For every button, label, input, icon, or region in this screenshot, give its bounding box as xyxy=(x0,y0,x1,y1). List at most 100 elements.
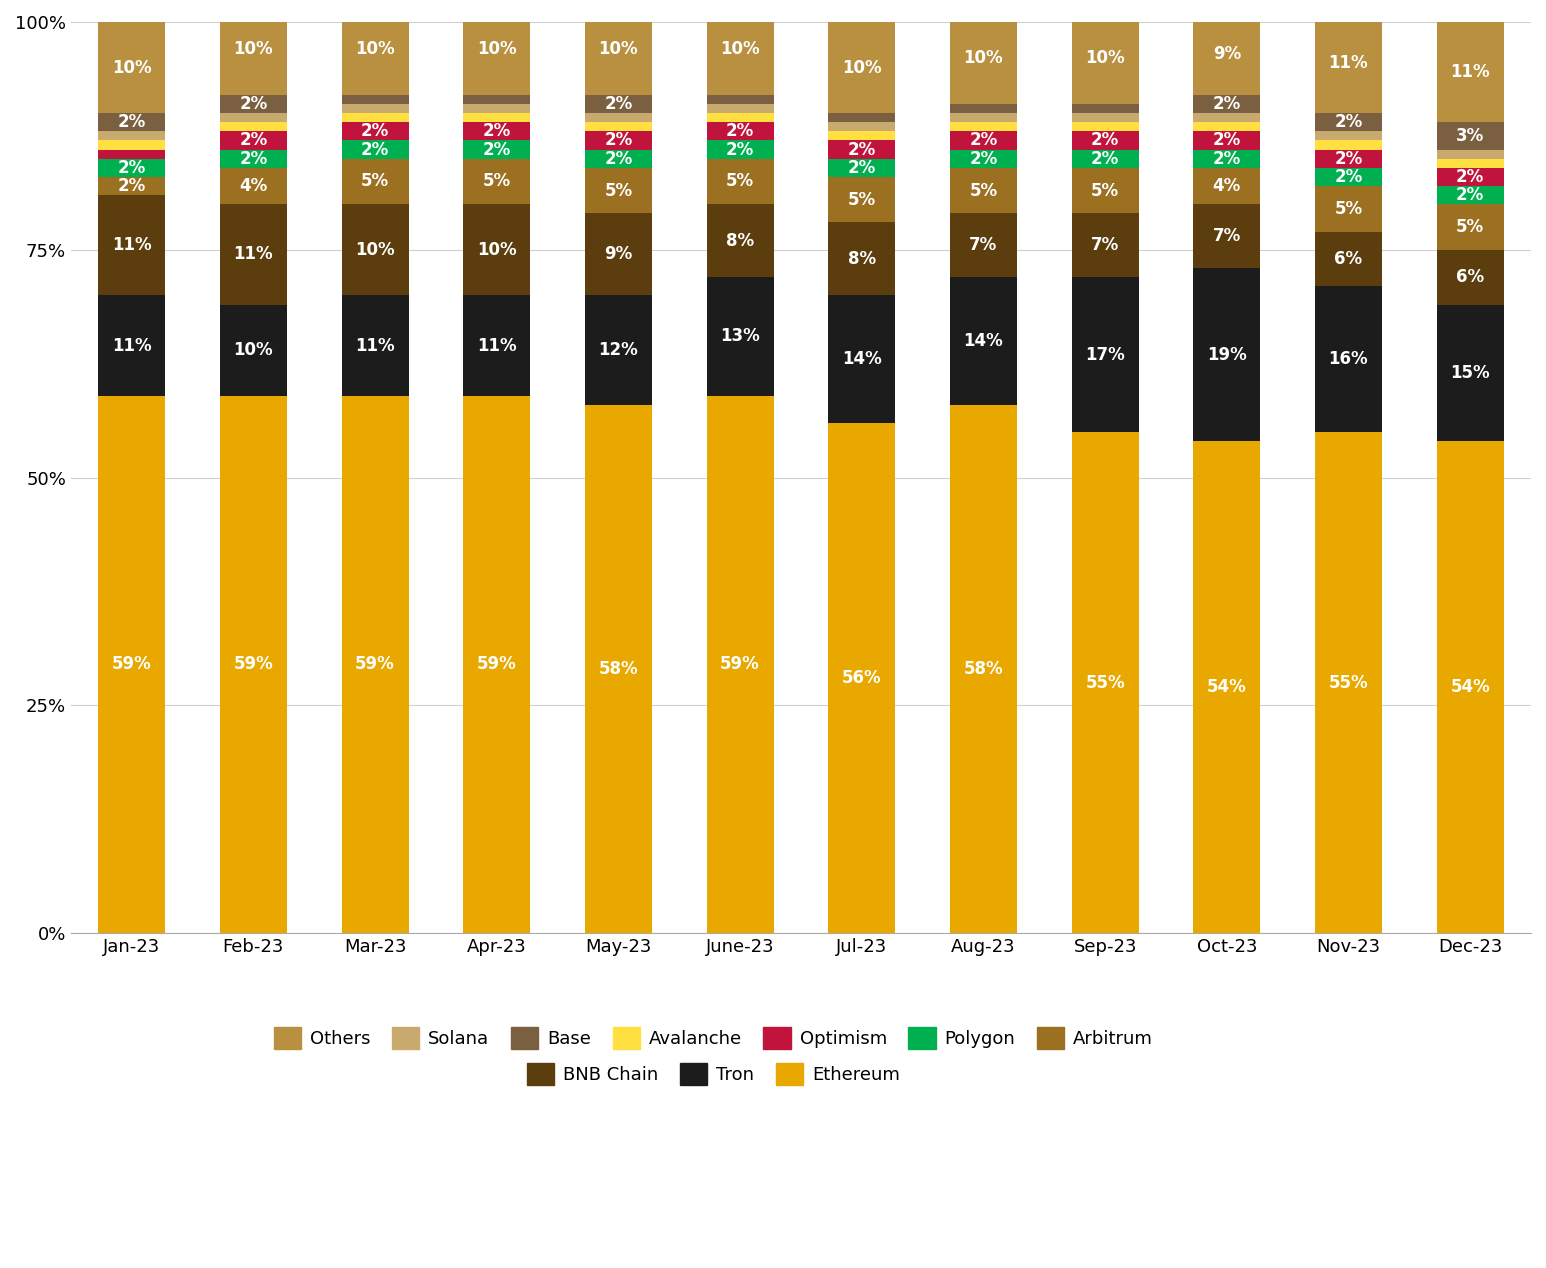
Bar xyxy=(99,141,165,150)
Text: 11%: 11% xyxy=(1328,55,1368,72)
Text: 10%: 10% xyxy=(476,41,516,58)
Bar xyxy=(1194,13,1260,95)
Text: 2%: 2% xyxy=(604,132,632,150)
Text: 10%: 10% xyxy=(111,58,152,76)
Bar xyxy=(707,396,773,933)
Bar xyxy=(342,122,408,141)
Bar xyxy=(1436,22,1504,122)
Text: 2%: 2% xyxy=(1334,167,1362,186)
Text: 10%: 10% xyxy=(233,41,274,58)
Bar xyxy=(464,113,530,122)
Text: 59%: 59% xyxy=(356,656,394,673)
Bar xyxy=(584,404,652,933)
Bar xyxy=(584,122,652,132)
Text: 11%: 11% xyxy=(111,336,152,355)
Text: 15%: 15% xyxy=(1450,364,1490,382)
Text: 10%: 10% xyxy=(356,241,394,259)
Text: 8%: 8% xyxy=(727,232,754,250)
Bar xyxy=(829,122,895,132)
Bar xyxy=(949,213,1017,278)
Text: 54%: 54% xyxy=(1207,678,1246,696)
Text: 5%: 5% xyxy=(362,172,390,190)
Bar xyxy=(1071,167,1138,213)
Bar xyxy=(464,95,530,104)
Text: 2%: 2% xyxy=(727,122,754,141)
Bar xyxy=(1316,432,1382,933)
Bar xyxy=(1316,186,1382,232)
Bar xyxy=(342,158,408,204)
Bar xyxy=(829,132,895,141)
Bar xyxy=(1194,122,1260,132)
Bar xyxy=(342,95,408,104)
Bar xyxy=(949,113,1017,122)
Text: 3%: 3% xyxy=(1456,127,1484,145)
Text: 2%: 2% xyxy=(1212,132,1241,150)
Bar xyxy=(1436,158,1504,167)
Bar xyxy=(99,113,165,132)
Text: 55%: 55% xyxy=(1328,673,1368,691)
Bar xyxy=(584,295,652,404)
Text: 59%: 59% xyxy=(233,656,274,673)
Text: 2%: 2% xyxy=(1334,113,1362,132)
Text: 12%: 12% xyxy=(598,341,638,359)
Bar xyxy=(99,158,165,178)
Bar xyxy=(220,122,288,132)
Bar xyxy=(1071,213,1138,278)
Bar xyxy=(1436,204,1504,250)
Bar xyxy=(584,132,652,150)
Text: 7%: 7% xyxy=(1212,227,1241,245)
Bar xyxy=(342,204,408,295)
Text: 17%: 17% xyxy=(1085,346,1125,364)
Bar xyxy=(707,4,773,95)
Text: 2%: 2% xyxy=(482,122,510,141)
Text: 2%: 2% xyxy=(727,141,754,158)
Text: 5%: 5% xyxy=(727,172,754,190)
Bar xyxy=(99,396,165,933)
Bar xyxy=(342,4,408,95)
Text: 11%: 11% xyxy=(356,336,394,355)
Bar xyxy=(1194,441,1260,933)
Text: 2%: 2% xyxy=(360,141,390,158)
Bar xyxy=(949,150,1017,167)
Legend: BNB Chain, Tron, Ethereum: BNB Chain, Tron, Ethereum xyxy=(519,1056,908,1093)
Bar xyxy=(707,204,773,278)
Bar xyxy=(707,278,773,396)
Text: 2%: 2% xyxy=(1456,167,1484,186)
Text: 10%: 10% xyxy=(843,58,881,76)
Bar xyxy=(949,278,1017,404)
Text: 11%: 11% xyxy=(111,236,152,255)
Text: 5%: 5% xyxy=(969,181,997,199)
Bar xyxy=(99,178,165,195)
Bar xyxy=(1436,150,1504,158)
Bar xyxy=(1436,441,1504,933)
Bar xyxy=(99,150,165,158)
Bar xyxy=(342,295,408,396)
Text: 4%: 4% xyxy=(1212,178,1241,195)
Text: 2%: 2% xyxy=(847,141,877,158)
Bar xyxy=(342,104,408,113)
Bar xyxy=(707,104,773,113)
Bar xyxy=(1071,122,1138,132)
Bar xyxy=(1071,278,1138,432)
Text: 7%: 7% xyxy=(969,236,997,255)
Text: 11%: 11% xyxy=(233,246,274,264)
Bar xyxy=(1436,186,1504,204)
Bar xyxy=(464,204,530,295)
Bar xyxy=(584,167,652,213)
Bar xyxy=(342,396,408,933)
Text: 5%: 5% xyxy=(482,172,510,190)
Bar xyxy=(1194,95,1260,113)
Bar xyxy=(99,195,165,295)
Bar xyxy=(1194,150,1260,167)
Bar xyxy=(1316,113,1382,132)
Bar xyxy=(1194,113,1260,122)
Bar xyxy=(1071,113,1138,122)
Text: 2%: 2% xyxy=(1091,132,1119,150)
Text: 2%: 2% xyxy=(1091,150,1119,167)
Bar xyxy=(829,424,895,933)
Text: 2%: 2% xyxy=(117,158,145,176)
Text: 10%: 10% xyxy=(356,41,394,58)
Text: 6%: 6% xyxy=(1334,250,1362,268)
Bar xyxy=(1194,268,1260,441)
Text: 14%: 14% xyxy=(963,332,1003,350)
